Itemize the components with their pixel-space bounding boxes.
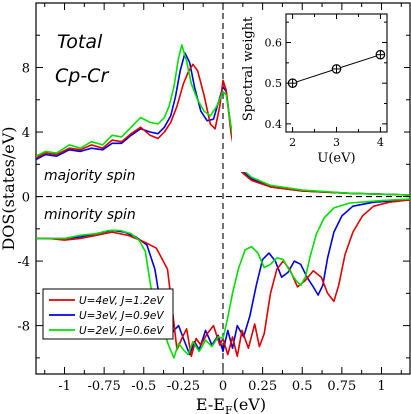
x-tick-label: 0.5: [292, 379, 313, 394]
inset-y-tick-label: 0.5: [265, 77, 283, 90]
x-tick-label: -0.5: [131, 379, 156, 394]
legend-label: U=3eV, J=0.9eV: [79, 310, 164, 322]
y-tick-label: 0: [22, 191, 30, 206]
inset-x-axis-label: U(eV): [317, 151, 355, 166]
inset-data-point: [375, 49, 386, 60]
y-tick-label: -4: [17, 255, 30, 270]
inset-data-point: [331, 64, 342, 74]
inset-x-tick-label: 2: [289, 136, 296, 149]
x-tick-label: -0.25: [167, 379, 200, 394]
inset-y-tick-label: 0.4: [265, 118, 283, 131]
inset-x-tick-label: 3: [333, 136, 340, 149]
x-tick-label: 0: [219, 379, 227, 394]
annotation-title-1: Total: [57, 31, 103, 53]
series-line-minority: [36, 199, 410, 358]
legend-label: U=4eV, J=1.2eV: [79, 295, 164, 307]
series-line-minority: [36, 198, 410, 359]
y-axis-label: DOS(states/eV): [0, 126, 18, 250]
inset-data-point: [287, 78, 298, 88]
annotation-majority-spin: majority spin: [44, 168, 136, 184]
spectral-weight-inset: 2 3 4 0.4 0.5 0.6 U(eV) Spectral weight: [232, 10, 404, 172]
y-tick-label: 8: [22, 62, 30, 77]
legend-label: U=2eV, J=0.6eV: [79, 325, 164, 337]
x-tick-label: 0.75: [327, 379, 356, 394]
x-tick-label: 0.25: [248, 379, 277, 394]
x-tick-label: -1: [58, 379, 71, 394]
x-tick-label: 1: [377, 379, 385, 394]
inset-x-tick-label: 4: [377, 136, 384, 149]
y-tick-label: 4: [22, 126, 30, 141]
inset-y-tick-label: 0.6: [265, 36, 283, 49]
y-tick-label: -8: [17, 320, 30, 335]
inset-y-axis-label: Spectral weight: [241, 16, 256, 121]
annotation-title-2: Cp-Cr: [55, 65, 109, 87]
x-tick-label: -0.75: [87, 379, 120, 394]
x-axis-label: E-EF(eV): [196, 395, 266, 414]
annotation-minority-spin: minority spin: [44, 207, 136, 223]
